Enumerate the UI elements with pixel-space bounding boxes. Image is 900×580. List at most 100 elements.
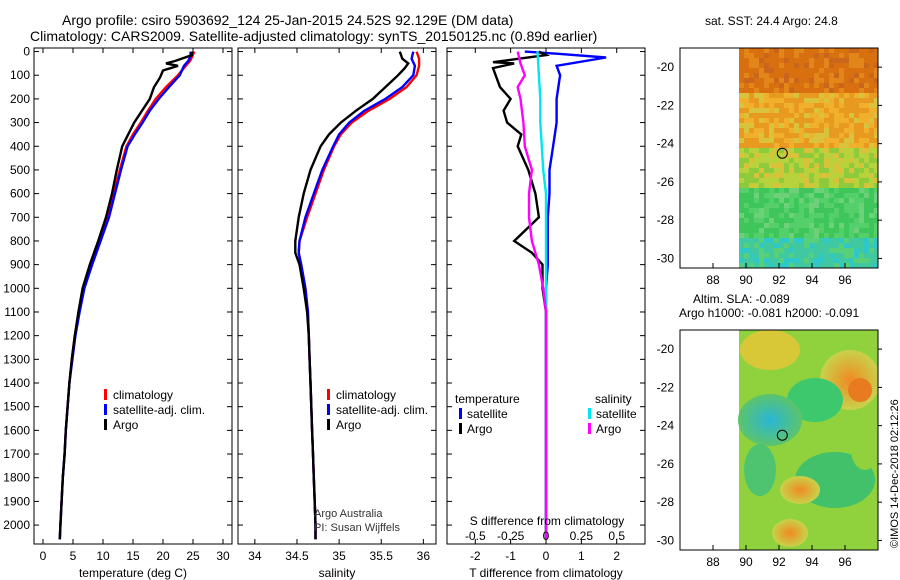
sst-pixel [849, 218, 855, 224]
sst-pixel [804, 223, 810, 229]
sst-pixel [794, 193, 800, 199]
sst-pixel [849, 53, 855, 59]
sst-pixel [764, 203, 770, 209]
sst-pixel [804, 58, 810, 64]
sst-pixel [739, 88, 745, 94]
sst-pixel [794, 48, 800, 54]
sst-pixel [864, 113, 870, 119]
temperature-xtick-label: 10 [96, 549, 110, 563]
sst-pixel [814, 238, 820, 244]
sst-pixel [864, 228, 870, 234]
depth-tick-label: 100 [10, 68, 30, 82]
sst-pixel [874, 248, 878, 254]
sst-pixel [744, 83, 750, 89]
sla_map-xtick-label: 94 [805, 555, 819, 569]
sst-pixel [774, 138, 780, 144]
sst-pixel [749, 73, 755, 79]
sst-pixel [739, 93, 745, 99]
s-diff-tick-label: 0 [543, 529, 550, 543]
sst-pixel [774, 238, 780, 244]
sst-pixel [844, 173, 850, 179]
sst-pixel [759, 178, 765, 184]
sst-pixel [844, 243, 850, 249]
sst-pixel [804, 173, 810, 179]
sst-pixel [839, 58, 845, 64]
sst-pixel [779, 118, 785, 124]
sla-label: Altim. SLA: -0.089 [693, 292, 790, 306]
sst-pixel [869, 53, 875, 59]
sst-pixel [779, 83, 785, 89]
sst-pixel [764, 143, 770, 149]
sst-pixel [739, 83, 745, 89]
sst-pixel [804, 218, 810, 224]
sst-pixel [774, 173, 780, 179]
sst-pixel [869, 113, 875, 119]
sst-pixel [839, 253, 845, 259]
sst-pixel [819, 148, 825, 154]
sst-pixel [829, 243, 835, 249]
sst-pixel [839, 193, 845, 199]
sst-pixel [834, 198, 840, 204]
sst-pixel [759, 103, 765, 109]
sla_map-xtick-label: 88 [706, 555, 720, 569]
sst-pixel [864, 203, 870, 209]
sst-pixel [764, 248, 770, 254]
sst-pixel [804, 178, 810, 184]
sst-pixel [834, 218, 840, 224]
sst-pixel [799, 158, 805, 164]
sst-pixel [814, 93, 820, 99]
sst-pixel [824, 58, 830, 64]
sst-pixel [759, 53, 765, 59]
sst-pixel [864, 198, 870, 204]
diff-legend-sal-label: Argo [596, 422, 622, 436]
sst-pixel [824, 198, 830, 204]
sst-pixel [759, 218, 765, 224]
sst-pixel [844, 63, 850, 69]
sst-pixel [739, 173, 745, 179]
sst-pixel [779, 163, 785, 169]
sst-pixel [799, 58, 805, 64]
sst-pixel [749, 63, 755, 69]
sst-pixel [789, 138, 795, 144]
figure-title-line1: Argo profile: csiro 5903692_124 25-Jan-2… [62, 12, 514, 28]
sst-pixel [834, 133, 840, 139]
sst-pixel [809, 248, 815, 254]
sst-pixel [744, 58, 750, 64]
sst-pixel [779, 248, 785, 254]
sst-pixel [789, 173, 795, 179]
sst-pixel [739, 63, 745, 69]
temperature-series-satellite-adj-clim- [58, 51, 192, 540]
sst-pixel [784, 58, 790, 64]
difference-xlabel: T difference from climatology [469, 566, 623, 580]
sst-pixel [794, 118, 800, 124]
sst-pixel [744, 233, 750, 239]
sst-pixel [839, 178, 845, 184]
sst-pixel [764, 233, 770, 239]
sst-pixel [769, 253, 775, 259]
sst-pixel [869, 233, 875, 239]
sst-pixel [754, 213, 760, 219]
argo-h-label: Argo h1000: -0.081 h2000: -0.091 [679, 306, 860, 320]
sst-pixel [814, 148, 820, 154]
sst-pixel [829, 198, 835, 204]
sst-pixel [874, 218, 878, 224]
sst-pixel [769, 158, 775, 164]
sst-pixel [739, 128, 745, 134]
sst-pixel [739, 193, 745, 199]
depth-tick-label: 1000 [3, 281, 30, 295]
sst-pixel [819, 98, 825, 104]
sst-pixel [804, 118, 810, 124]
sst-pixel [824, 233, 830, 239]
sst-pixel [774, 213, 780, 219]
sst-pixel [829, 78, 835, 84]
salinity-legend-label: climatology [336, 388, 396, 402]
sst-pixel [849, 63, 855, 69]
sst-pixel [749, 163, 755, 169]
sst-pixel [824, 168, 830, 174]
sst-pixel [784, 203, 790, 209]
sst-pixel [749, 213, 755, 219]
sst-pixel [784, 143, 790, 149]
sst_map-ytick-label: -28 [657, 213, 675, 227]
sst-pixel [864, 123, 870, 129]
sst-pixel [819, 158, 825, 164]
